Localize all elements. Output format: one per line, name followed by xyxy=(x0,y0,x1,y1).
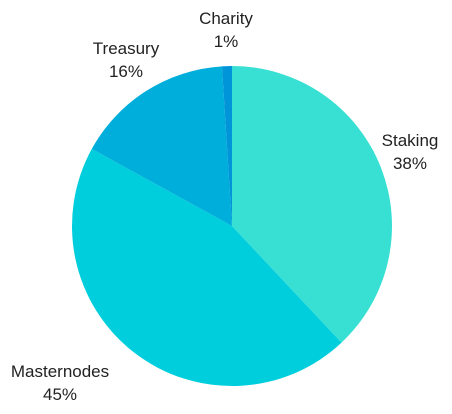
label-masternodes-value: 45% xyxy=(42,385,78,404)
pie-slice-masternodes xyxy=(72,148,342,386)
label-treasury-value: 16% xyxy=(108,62,144,81)
pie-slice-treasury xyxy=(91,66,232,226)
label-staking: Staking 38% xyxy=(382,129,439,175)
pie-slice-charity xyxy=(221,66,232,226)
label-charity-name: Charity xyxy=(199,9,253,28)
label-masternodes: Masternodes 45% xyxy=(11,360,109,406)
label-staking-value: 38% xyxy=(392,154,428,173)
label-treasury-name: Treasury xyxy=(92,39,160,58)
pie-slice-staking xyxy=(232,66,392,343)
label-masternodes-name: Masternodes xyxy=(10,362,110,381)
label-charity-value: 1% xyxy=(213,32,239,51)
label-staking-name: Staking xyxy=(381,131,439,150)
label-charity: Charity 1% xyxy=(199,7,253,53)
label-treasury: Treasury 16% xyxy=(93,37,159,83)
